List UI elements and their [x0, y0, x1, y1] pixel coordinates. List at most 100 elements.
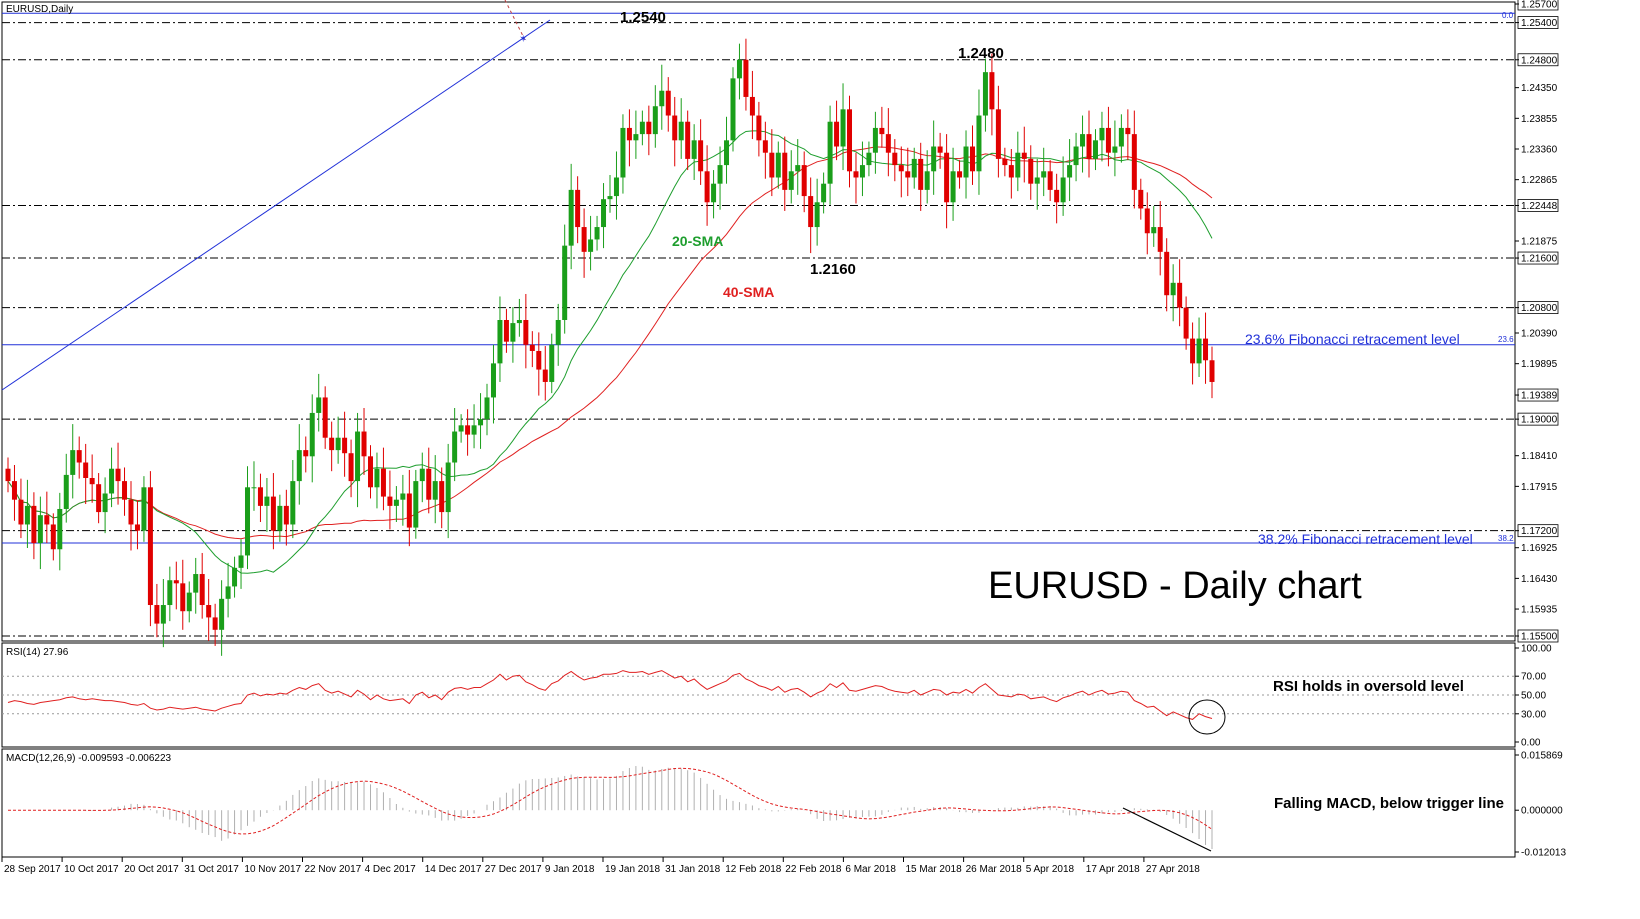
candle-body [37, 515, 43, 544]
annotation-1-2480: 1.2480 [958, 45, 1004, 62]
price-tick-label: 1.16925 [1521, 543, 1558, 554]
macd-tick-label: -0.012013 [1521, 848, 1566, 859]
candle-body [212, 617, 218, 630]
candle-body [885, 134, 891, 153]
date-tick-label: 22 Nov 2017 [305, 864, 362, 875]
price-tick-label: 1.15935 [1521, 605, 1558, 616]
date-axis: 28 Sep 2017 10 Oct 2017 20 Oct 2017 31 Oct … [1, 857, 1200, 875]
candle-body [523, 320, 529, 345]
candle-body [685, 121, 691, 159]
candle-body [1021, 152, 1027, 159]
macd-signal-path [8, 767, 1213, 835]
date-tick-label: 10 Oct 2017 [64, 864, 119, 875]
fib-0-tag: 0.0 [1502, 11, 1514, 20]
candle-body [290, 481, 296, 525]
rsi-line [7, 670, 1213, 720]
candle-body [1015, 152, 1021, 178]
rsi-tick-label: 50.00 [1521, 691, 1546, 702]
candle-body [471, 425, 477, 435]
candle-body [568, 189, 574, 246]
candle-body [44, 515, 50, 525]
candle-body [588, 239, 594, 252]
candle-body [270, 496, 276, 531]
candle-body [1041, 171, 1047, 178]
fib-23-tag: 23.6 [1498, 335, 1514, 344]
candle-body [1144, 208, 1150, 234]
price-tick-label: 1.24350 [1521, 83, 1558, 94]
candle-body [795, 165, 801, 172]
macd-histogram [85, 766, 1213, 849]
candle-body [1008, 165, 1014, 178]
candle-body [510, 323, 516, 342]
candle-body [432, 481, 438, 500]
candle-body [154, 605, 160, 624]
candle-body [1118, 127, 1124, 147]
candle-body [853, 171, 859, 178]
date-tick-label: 14 Dec 2017 [425, 864, 482, 875]
candle-body [70, 450, 76, 475]
price-tick-label: 1.16430 [1521, 574, 1558, 585]
candle-body [1164, 251, 1170, 296]
candle-body [775, 152, 781, 178]
candle-body [788, 171, 794, 190]
candle-body [83, 462, 89, 478]
candle-body [911, 158, 917, 178]
candle-body [1151, 227, 1157, 234]
candle-body [1002, 158, 1008, 166]
candle-body [736, 59, 742, 79]
candle-body [1034, 177, 1040, 184]
price-tick-label: 1.22448 [1521, 201, 1558, 212]
candle-body [950, 171, 956, 203]
candle-body [219, 598, 225, 630]
candle-body [542, 369, 548, 382]
candle-body [1177, 282, 1183, 308]
fib-anchor-line [504, 0, 526, 41]
candle-body [724, 140, 730, 166]
candle-body [458, 425, 464, 432]
candle-body [516, 320, 522, 324]
candle-body [944, 152, 950, 203]
candle-body [801, 165, 807, 197]
candle-body [63, 474, 69, 509]
candle-body [1080, 134, 1086, 147]
candle-body [749, 96, 755, 116]
candle-body [348, 453, 354, 482]
price-tick-label: 1.18410 [1521, 451, 1558, 462]
date-tick-label: 6 Mar 2018 [845, 864, 896, 875]
candle-body [672, 115, 678, 141]
candle-body [122, 481, 128, 500]
candle-body [982, 72, 988, 116]
candle-body [1203, 338, 1209, 361]
candle-body [555, 320, 561, 345]
candle-body [639, 121, 645, 135]
price-tick-label: 1.25400 [1521, 18, 1558, 29]
candle-body [503, 320, 509, 342]
candle-body [575, 189, 581, 228]
date-tick-label: 4 Dec 2017 [365, 864, 417, 875]
candle-body [834, 121, 840, 147]
price-tick-label: 1.17200 [1521, 526, 1558, 537]
candle-body [5, 468, 11, 482]
candle-body [355, 431, 361, 482]
candle-body [847, 109, 853, 172]
candle-body [89, 478, 95, 485]
macd-tick-label: 0.000000 [1521, 806, 1563, 817]
indicator-axis: 100.00 70.00 50.00 30.00 0.00 0.015869 0.00000… [1515, 644, 1566, 859]
price-panel-frame [1, 1, 1516, 642]
candlesticks [5, 38, 1215, 656]
rsi-annotation: RSI holds in oversold level [1273, 678, 1464, 695]
candle-body [827, 121, 833, 184]
candle-body [782, 152, 788, 190]
candle-body [1170, 282, 1176, 296]
candle-body [918, 158, 924, 190]
sma-40-label: 40-SMA [723, 284, 774, 300]
fib-23-label: 23.6% Fibonacci retracement level [1245, 331, 1460, 347]
candle-body [924, 171, 930, 190]
candle-body [1196, 338, 1202, 364]
candle-body [76, 450, 82, 463]
candle-body [937, 146, 943, 153]
candle-body [400, 493, 406, 500]
candle-body [691, 140, 697, 159]
price-tick-label: 1.21600 [1521, 254, 1558, 265]
candle-body [406, 493, 412, 528]
